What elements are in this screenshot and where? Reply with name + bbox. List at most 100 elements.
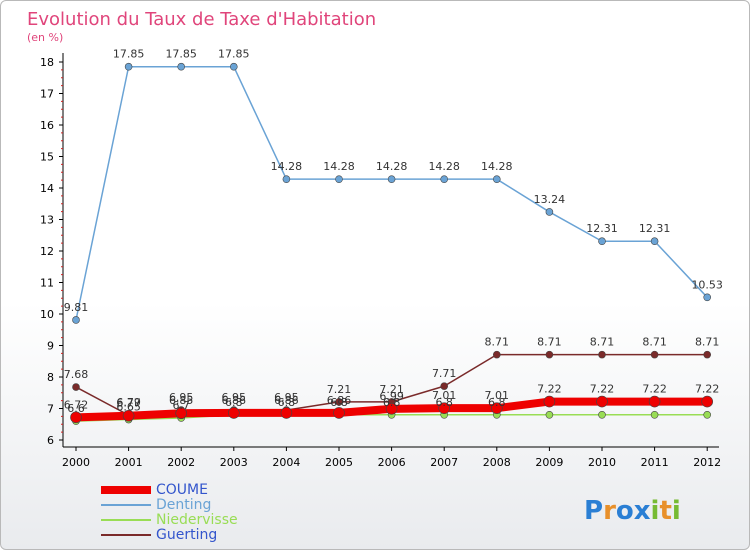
data-label: 6.95 [222,391,247,404]
data-label: 17.85 [165,48,197,61]
data-label: 7.01 [432,389,457,402]
data-point [650,410,659,419]
y-tick-label: 16 [40,119,54,132]
data-label: 7.71 [432,367,457,380]
chart-subtitle: (en %) [27,31,63,44]
data-point [387,175,396,183]
y-tick-label: 14 [40,182,54,195]
legend-label: COUME [156,482,208,498]
data-label: 8.71 [642,336,667,349]
data-point [175,407,187,420]
data-label: 14.28 [428,160,460,173]
data-label: 14.28 [481,160,513,173]
data-label: 14.28 [271,160,303,173]
data-label: 12.31 [586,222,618,235]
data-point [335,398,343,406]
data-label: 8.71 [485,336,510,349]
y-tick-label: 18 [40,56,54,69]
data-point [124,62,133,71]
data-point [598,350,606,359]
data-point [438,402,451,414]
x-tick-label: 2003 [220,456,248,469]
x-tick-label: 2001 [115,456,143,469]
data-label: 7.22 [642,383,667,396]
data-label: 14.28 [376,160,408,173]
data-label: 7.22 [695,383,720,396]
data-label: 14.28 [323,160,355,173]
data-point [72,316,80,324]
legend-label: Guerting [156,527,217,543]
logo-letter: o [616,496,634,526]
data-label: 6.8 [383,396,401,409]
y-tick-label: 17 [40,88,54,101]
data-label: 6.8 [435,396,453,409]
data-point [440,382,449,390]
data-label: 12.31 [639,222,671,235]
x-tick-label: 2010 [588,456,616,469]
data-point [545,350,554,359]
y-tick-label: 11 [40,277,54,290]
data-label: 6.99 [379,390,404,403]
data-point [385,403,398,415]
x-tick-label: 2011 [641,456,669,469]
data-label: 6.6 [67,402,85,415]
data-point [70,411,82,424]
data-point [490,402,503,414]
data-label: 7.68 [64,368,89,381]
data-label: 6.86 [222,394,247,407]
y-tick-label: 10 [40,308,54,321]
data-label: 7.21 [327,383,352,396]
data-point [598,410,606,419]
data-point [701,395,714,408]
data-point [492,350,501,359]
x-tick-label: 2006 [378,456,406,469]
data-label: 7.22 [590,383,615,396]
logo-letter: t [659,496,671,526]
data-point [282,175,291,183]
data-label: 6.95 [274,391,299,404]
data-point [72,383,80,391]
y-tick-label: 13 [40,214,54,227]
data-label: 6.86 [327,394,352,407]
data-point [703,293,712,302]
y-tick-label: 9 [47,340,54,353]
x-tick-label: 2004 [272,456,300,469]
data-point [545,208,554,216]
data-point [543,395,556,408]
data-point [335,175,343,183]
data-label: 13.24 [534,193,566,206]
data-point [492,175,501,183]
data-label: 8.71 [537,336,562,349]
chart-title: Evolution du Taux de Taxe d'Habitation [27,9,376,30]
data-label: 6.95 [169,391,194,404]
data-label: 10.53 [691,278,723,291]
data-point [596,395,608,408]
logo-letter: i [651,496,660,526]
x-tick-label: 2012 [693,456,721,469]
data-point [650,350,659,359]
data-point [177,62,185,71]
data-label: 6.8 [330,396,348,409]
x-tick-label: 2008 [483,456,511,469]
y-tick-label: 12 [40,245,54,258]
data-label: 8.71 [590,336,615,349]
data-label: 6.8 [278,396,296,409]
data-label: 17.85 [113,48,145,61]
data-label: 6.8 [488,396,506,409]
y-tick-label: 15 [40,151,54,164]
x-tick-label: 2009 [535,456,563,469]
data-point [648,395,661,408]
data-label: 7.01 [485,389,510,402]
data-point [230,62,238,71]
x-tick-label: 2002 [167,456,195,469]
data-label: 6.79 [116,396,141,409]
data-label: 8.71 [695,336,720,349]
series-line-denting [75,65,708,321]
data-point [650,237,659,246]
data-label: 9.81 [64,301,89,314]
proxiti-logo: Proxiti [584,496,681,526]
data-label: 7.22 [537,383,562,396]
y-tick-label: 7 [47,403,54,416]
y-tick-label: 6 [47,434,54,447]
